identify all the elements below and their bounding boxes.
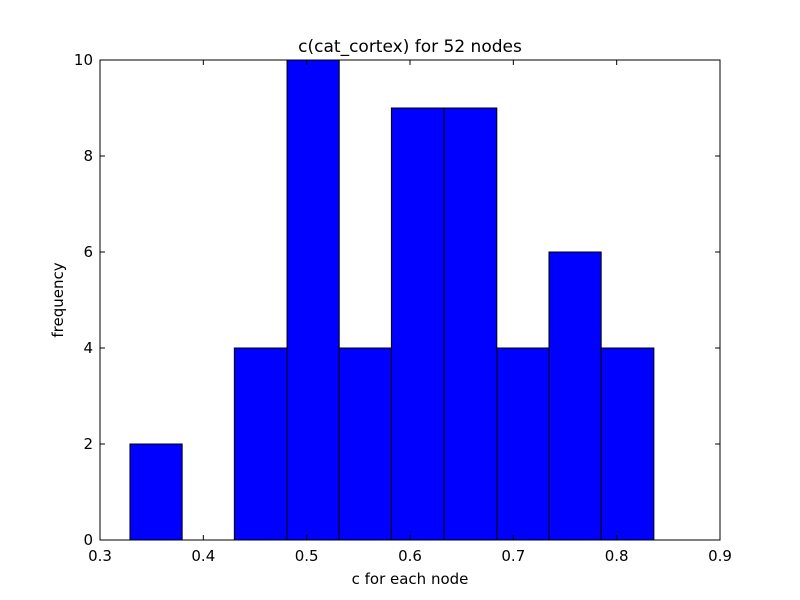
ticks-group: 0.3 0.4 0.5 0.6 0.7 0.8 0.9 0 2 4 6 8 10 xyxy=(74,51,732,565)
histogram-bar xyxy=(496,347,550,541)
x-tick-label: 0.3 xyxy=(88,547,112,565)
y-tick-label: 6 xyxy=(83,243,93,261)
chart-title: c(cat_cortex) for 52 nodes xyxy=(298,37,522,57)
x-tick-label: 0.6 xyxy=(398,547,422,565)
y-tick-label: 10 xyxy=(74,51,93,69)
histogram-bar xyxy=(443,107,498,541)
x-axis-label: c for each node xyxy=(352,570,469,588)
x-tick-label: 0.7 xyxy=(501,547,525,565)
histogram-bar xyxy=(286,59,340,541)
histogram-bar xyxy=(600,347,655,541)
histogram-bar xyxy=(338,347,392,541)
plot-frame xyxy=(99,59,721,541)
histogram-bar xyxy=(390,107,445,541)
y-tick-label: 2 xyxy=(83,435,93,453)
x-tick-label: 0.5 xyxy=(295,547,319,565)
y-tick-label: 4 xyxy=(83,339,93,357)
histogram-bar xyxy=(233,347,288,541)
y-tick-label: 8 xyxy=(83,147,93,165)
histogram-bar xyxy=(548,251,602,541)
histogram-bar xyxy=(129,443,183,541)
x-tick-label: 0.8 xyxy=(605,547,629,565)
x-tick-label: 0.4 xyxy=(191,547,215,565)
x-tick-label: 0.9 xyxy=(708,547,732,565)
y-tick-label: 0 xyxy=(83,531,93,549)
y-axis-label: frequency xyxy=(49,262,67,337)
bars-group xyxy=(129,59,655,541)
